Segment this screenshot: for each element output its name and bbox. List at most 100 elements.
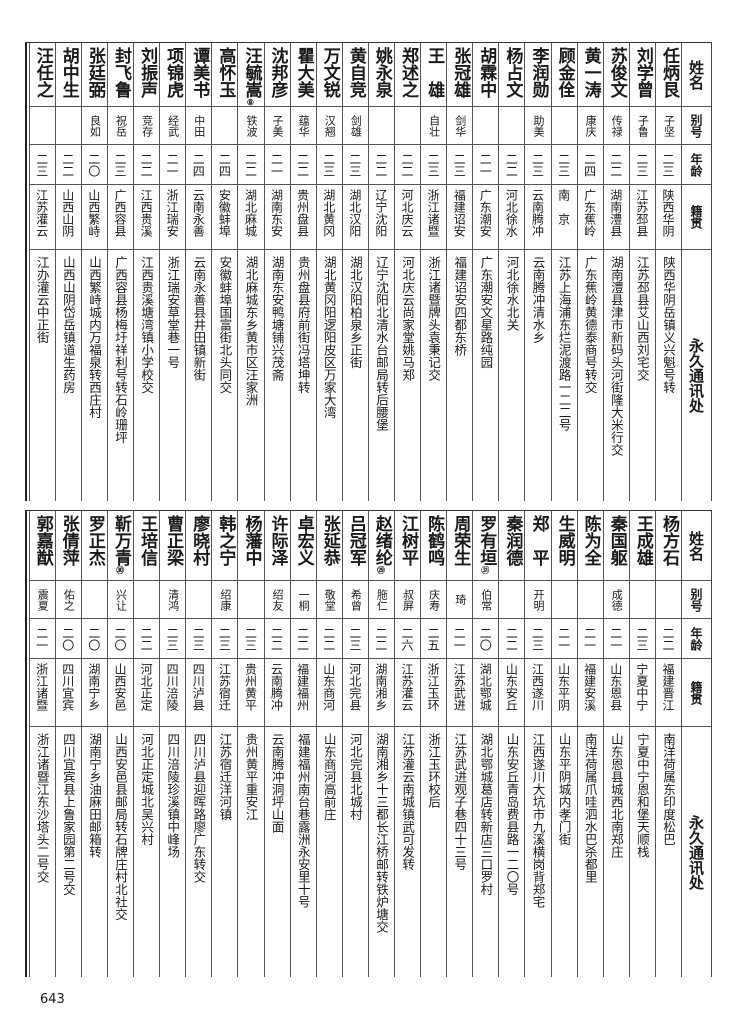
cell-age: 二〇 xyxy=(473,619,499,659)
cell-origin: 湖南宁乡 xyxy=(81,659,107,727)
cell-alias xyxy=(473,107,499,145)
cell-alias: 剑雄 xyxy=(342,107,368,145)
cell-name: 刘振声 xyxy=(134,43,160,107)
person-column: 张倩萍 佑之 二〇 四川宜宾 四川宜宾县上鲁家园第二号交 xyxy=(54,511,81,977)
address-text: 湖北麻城东乡黄市区汪家洲 xyxy=(243,256,259,406)
alias-text: 铁波 xyxy=(244,114,258,137)
origin-text: 湖北鄂城 xyxy=(478,663,493,711)
cell-age: 二二 xyxy=(238,145,264,185)
name-text: 吕冠军 xyxy=(345,515,366,566)
cell-age: 二〇 xyxy=(81,145,107,185)
name-text: 胡霖中 xyxy=(476,47,497,98)
cell-address: 福建福州南台巷露洲永安里十号 xyxy=(291,727,316,977)
alias-text: 清鸿 xyxy=(166,588,180,611)
cell-origin: 山东恩县 xyxy=(603,659,629,727)
name-text: 许际泽 xyxy=(267,515,288,566)
age-text: 二一 xyxy=(582,626,597,651)
age-text: 二二 xyxy=(504,152,519,177)
cell-origin: 福建晋江 xyxy=(655,659,681,727)
age-text: 二二 xyxy=(139,152,154,177)
name-text: 郭嘉猷 xyxy=(32,515,53,566)
name-text: 张冠雄 xyxy=(450,47,471,98)
person-column: 江树平 叔屏 二六 江苏灌云 江苏灌云南城镇武可发转 xyxy=(393,511,421,977)
age-text: 二二 xyxy=(400,152,415,177)
cell-name: 胡霖中 xyxy=(473,43,499,107)
cell-origin: 河北完县 xyxy=(342,659,368,727)
age-text: 二二 xyxy=(295,152,310,177)
cell-origin: 江西贵溪 xyxy=(134,185,160,250)
cell-alias: 经武 xyxy=(160,107,186,145)
address-text: 云南腾冲清水乡 xyxy=(530,256,546,344)
origin-text: 福建安溪 xyxy=(582,663,597,711)
cell-origin: 河北徐水 xyxy=(499,185,525,250)
cell-address: 山西安邑县邮局转石牌庄村北社交 xyxy=(108,727,133,977)
header-column: 姓名 别号 年龄 籍贯 永久通讯处 xyxy=(681,511,711,977)
address-text: 河北庆云尚家堂姚马郑 xyxy=(400,256,416,381)
origin-text: 湖北黄冈 xyxy=(321,189,336,237)
cell-origin: 山东商河 xyxy=(316,659,342,727)
alias-text: 子鲁 xyxy=(636,114,650,137)
cell-alias: 兴让 xyxy=(107,581,134,619)
cell-alias: 自壮 xyxy=(421,107,447,145)
cell-alias: 康庆 xyxy=(577,107,603,145)
name-text: 杨占文 xyxy=(502,47,523,98)
cell-address: 浙江诸暨江东沙塔头二号交 xyxy=(30,727,55,977)
cell-age: 二二 xyxy=(394,145,421,185)
cell-origin: 江西遂川 xyxy=(525,659,551,727)
cell-address: 湖南宁乡油麻田邮箱转 xyxy=(82,727,107,977)
alias-text: 开明 xyxy=(531,588,545,611)
alias-text: 汉翘 xyxy=(323,114,337,137)
person-column: 张延恭 敬堂 二二 山东商河 山东商河高前庄 xyxy=(315,511,342,977)
alias-text: 中田 xyxy=(192,114,206,137)
person-column: 谭美书 中田 二四 云南永善 云南永善县井田镇新街 xyxy=(185,43,212,501)
origin-text: 湖南宁乡 xyxy=(86,663,101,711)
name-text: 王 雄 xyxy=(424,47,445,98)
person-column: 苏俊文 传禄 二二 湖南澧县 湖南澧县津市新码头河街隆大米行交 xyxy=(602,43,629,501)
header-age: 年龄 xyxy=(682,145,711,185)
cell-alias: 助美 xyxy=(525,107,551,145)
origin-text: 山东商河 xyxy=(321,663,336,711)
cell-age: 二三 xyxy=(316,145,342,185)
person-column: 卓宏义 一桐 二二 福建福州 福建福州南台巷露洲永安里十号 xyxy=(289,511,316,977)
cell-address: 云南腾冲洞坪山面 xyxy=(265,727,290,977)
cell-address: 广东蕉岭黄德泰商号转交 xyxy=(578,250,603,501)
cell-origin: 湖北麻城 xyxy=(238,185,264,250)
origin-text: 山西安邑 xyxy=(112,663,127,711)
name-text: 郑 平 xyxy=(528,515,549,566)
cell-name: 张倩萍 xyxy=(55,511,81,581)
name-text: 陈为全 xyxy=(580,515,601,566)
cell-name: 李润勋 xyxy=(525,43,551,107)
name-text: 苏俊文 xyxy=(606,47,627,98)
name-text: 韩之宁 xyxy=(215,515,236,566)
cell-address: 河北庆云尚家堂姚马郑 xyxy=(395,250,420,501)
header-age: 年龄 xyxy=(682,619,711,659)
cell-name: 韩之宁 xyxy=(212,511,238,581)
person-column: 黄一涛 康庆 二四 广东蕉岭 广东蕉岭黄德泰商号转交 xyxy=(576,43,603,501)
cell-name: 王培信 xyxy=(134,511,160,581)
age-text: 二二 xyxy=(660,626,675,651)
age-text: 二三 xyxy=(347,626,362,651)
address-text: 四川涪陵珍溪镇中峰场 xyxy=(165,733,181,858)
cell-alias xyxy=(655,581,681,619)
header-address: 永久通讯处 xyxy=(682,250,711,501)
origin-text: 江西遂川 xyxy=(530,663,545,711)
cell-age: 二五 xyxy=(421,619,447,659)
cell-address: 江苏武进观子巷四十三号 xyxy=(447,727,472,977)
cell-address: 福建诏安四都东桥 xyxy=(447,250,472,501)
address-text: 河北正定城北吴兴村 xyxy=(139,733,155,846)
cell-name: 张冠雄 xyxy=(447,43,473,107)
name-text: 张延恭 xyxy=(319,515,340,566)
address-text: 湖南东安鸭塘铺兴茂斋 xyxy=(269,256,285,381)
cell-origin: 陕西华阴 xyxy=(655,185,681,250)
cell-address: 宁夏中宁恩和堡天顺栈 xyxy=(630,727,655,977)
cell-age: 二一 xyxy=(160,145,186,185)
person-column: 生威明 二一 山东平阴 山东平阴城内孝门街 xyxy=(550,511,577,977)
cell-age: 二三 xyxy=(655,145,681,185)
cell-name: 张延恭 xyxy=(316,511,342,581)
header-address-label: 永久通讯处 xyxy=(687,338,705,413)
cell-address: 江苏上海浦东烂泥渡路一二二号 xyxy=(552,250,577,501)
cell-age: 二三 xyxy=(525,145,551,185)
origin-text: 辽宁沈阳 xyxy=(373,189,388,237)
person-column: 封飞鲁 祝岳 二三 广西容县 广西容县杨梅圩祥利号转石岭珊坪 xyxy=(106,43,134,501)
